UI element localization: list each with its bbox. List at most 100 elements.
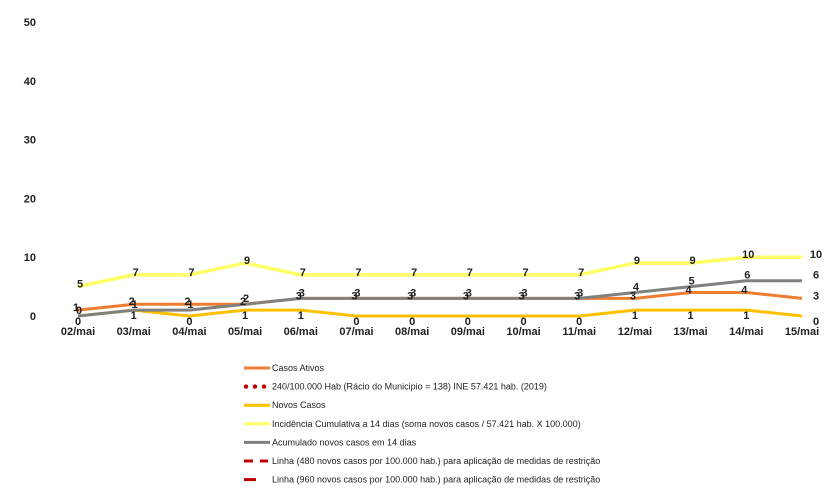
- data-label: 10: [742, 249, 754, 261]
- data-label: 6: [813, 270, 819, 282]
- data-label: 3: [351, 290, 357, 302]
- y-tick-label: 50: [24, 17, 36, 29]
- legend-item: Casos Ativos: [244, 363, 325, 373]
- x-tick-label: 15/mai: [785, 326, 819, 338]
- data-label: 1: [187, 299, 193, 311]
- data-label: 3: [354, 287, 360, 299]
- x-tick-label: 03/mai: [117, 326, 151, 338]
- x-tick-label: 04/mai: [172, 326, 206, 338]
- data-label: 0: [409, 316, 415, 328]
- data-label: 3: [518, 290, 524, 302]
- data-label: 1: [73, 302, 79, 314]
- data-label: 0: [75, 316, 81, 328]
- data-label: 3: [813, 290, 819, 302]
- x-tick-label: 02/mai: [61, 326, 95, 338]
- legend-label: 240/100.000 Hab (Rácio do Municipio = 13…: [272, 382, 547, 392]
- x-axis: 02/mai 03/mai 04/mai 05/mai 06/mai 07/mai 08/m…: [61, 326, 819, 338]
- x-tick-label: 07/mai: [339, 326, 373, 338]
- data-label: 3: [521, 287, 527, 299]
- data-label: 7: [578, 267, 584, 279]
- data-label: 5: [77, 279, 83, 291]
- data-label: 2: [129, 296, 135, 308]
- data-label: 4: [686, 284, 693, 296]
- data-label: 0: [520, 316, 526, 328]
- data-label: 7: [188, 267, 194, 279]
- y-tick-label: 10: [24, 252, 36, 264]
- y-axis: 0 10 20 30 40 50: [24, 17, 36, 323]
- data-label: 7: [133, 267, 139, 279]
- series-lines: [77, 255, 803, 318]
- legend-label: Casos Ativos: [272, 363, 325, 373]
- data-label: 9: [634, 255, 640, 267]
- data-label: 2: [184, 296, 190, 308]
- x-tick-label: 05/mai: [228, 326, 262, 338]
- data-label: 10: [810, 249, 822, 261]
- y-tick-label: 30: [24, 135, 36, 147]
- data-label: 0: [813, 316, 819, 328]
- legend-label: Acumulado novos casos em 14 dias: [272, 437, 417, 447]
- y-tick-label: 40: [24, 76, 36, 88]
- data-label: 3: [463, 290, 469, 302]
- legend-item: Incidência Cumulativa a 14 dias (soma no…: [244, 419, 581, 429]
- legend-item: Linha (480 novos casos por 100.000 hab.)…: [244, 456, 600, 466]
- legend-label: Incidência Cumulativa a 14 dias (soma no…: [272, 419, 581, 429]
- data-label: 3: [630, 290, 636, 302]
- legend: Casos Ativos 240/100.000 Hab (Rácio do Mu…: [243, 363, 600, 485]
- data-label: 9: [690, 255, 696, 267]
- data-label: 1: [688, 310, 694, 322]
- x-tick-label: 06/mai: [284, 326, 318, 338]
- data-label: 3: [299, 287, 305, 299]
- data-label: 0: [465, 316, 471, 328]
- data-label: 2: [240, 296, 246, 308]
- y-tick-label: 20: [24, 193, 36, 205]
- data-label: 4: [633, 281, 640, 293]
- data-labels: 0 1 0 1 1 0 0 0 0 0 1 1 1 01 2 2 2 3 3 3 3 3 3 3 4 4 30 1 1 2 3 3 3 3 3 3 4 5…: [73, 249, 822, 328]
- legend-swatch: [243, 384, 249, 389]
- data-label: 7: [522, 267, 528, 279]
- data-label: 3: [407, 290, 413, 302]
- legend-label: Linha (960 novos casos por 100.000 hab.)…: [272, 475, 600, 485]
- data-label: 9: [244, 255, 250, 267]
- x-tick-label: 08/mai: [395, 326, 429, 338]
- data-label: 1: [132, 299, 138, 311]
- x-tick-label: 13/mai: [673, 326, 707, 338]
- data-label: 6: [744, 270, 750, 282]
- data-label: 0: [186, 316, 192, 328]
- data-label: 1: [743, 310, 749, 322]
- legend-item: Linha (960 novos casos por 100.000 hab.)…: [244, 475, 600, 485]
- series-line: [77, 308, 803, 318]
- data-label: 3: [574, 290, 580, 302]
- data-label: 0: [76, 305, 82, 317]
- data-label: 7: [300, 267, 306, 279]
- data-label: 5: [689, 276, 695, 288]
- data-label: 0: [576, 316, 582, 328]
- data-label: 1: [632, 310, 638, 322]
- x-tick-label: 09/mai: [451, 326, 485, 338]
- series-line: [77, 255, 802, 289]
- legend-item: Novos Casos: [244, 400, 326, 410]
- data-label: 3: [577, 287, 583, 299]
- x-tick-label: 12/mai: [618, 326, 652, 338]
- legend-item: 240/100.000 Hab (Rácio do Municipio = 13…: [243, 382, 547, 392]
- series-line: [77, 279, 802, 318]
- data-label: 3: [466, 287, 472, 299]
- legend-item: Acumulado novos casos em 14 dias: [244, 437, 417, 447]
- data-label: 0: [353, 316, 359, 328]
- data-label: 7: [355, 267, 361, 279]
- data-label: 1: [242, 310, 248, 322]
- x-tick-label: 10/mai: [506, 326, 540, 338]
- data-label: 1: [131, 310, 137, 322]
- legend-swatch: [261, 384, 267, 389]
- data-label: 3: [296, 290, 302, 302]
- data-label: 4: [741, 284, 748, 296]
- legend-label: Novos Casos: [272, 400, 326, 410]
- y-tick-label: 0: [30, 311, 36, 323]
- data-label: 7: [467, 267, 473, 279]
- data-label: 7: [411, 267, 417, 279]
- legend-label: Linha (480 novos casos por 100.000 hab.)…: [272, 456, 600, 466]
- data-label: 2: [243, 293, 249, 305]
- legend-swatch: [252, 384, 258, 389]
- data-label: 3: [410, 287, 416, 299]
- data-label: 1: [298, 310, 304, 322]
